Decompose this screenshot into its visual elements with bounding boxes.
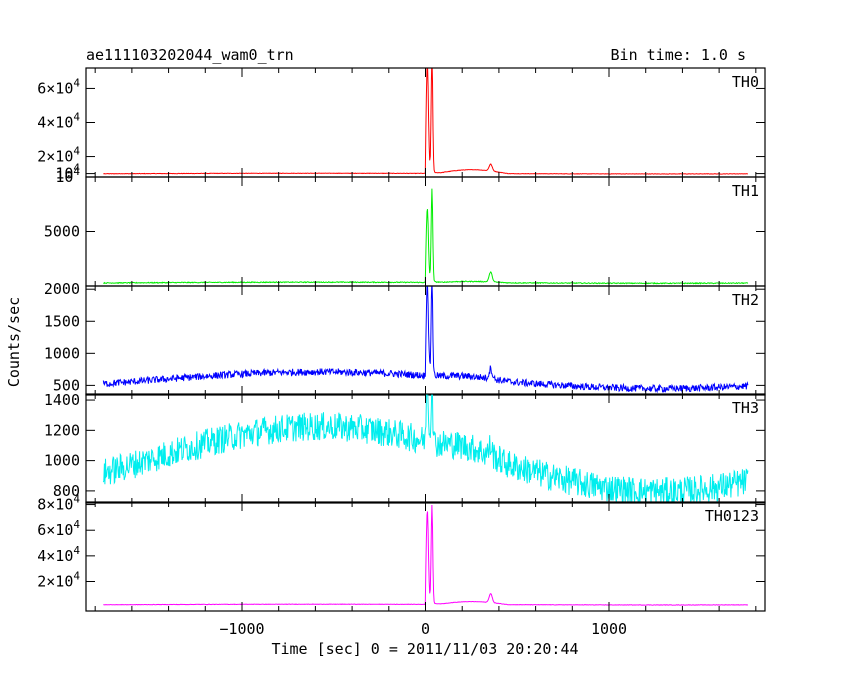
panel-th2: 500 1000 1500 2000 TH2 xyxy=(44,280,766,396)
series-line-th3 xyxy=(102,394,749,503)
y-tick-label: 4×104 xyxy=(37,544,80,565)
panel-label-th0123: TH0123 xyxy=(705,507,759,525)
x-tick-label: −1000 xyxy=(219,620,264,638)
y-tick-label: 1200 xyxy=(44,421,80,439)
y-tick-label: 2000 xyxy=(44,280,80,298)
panel-label-th0: TH0 xyxy=(732,73,759,91)
series-line-th0 xyxy=(103,68,748,175)
x-tick-label: 1000 xyxy=(591,620,627,638)
x-tick-label: 0 xyxy=(421,620,430,638)
y-tick-label: 4×104 xyxy=(37,111,80,132)
panel-th3: 800 1000 1200 1400 TH3 xyxy=(44,391,766,504)
y-tick-label: 1000 xyxy=(44,452,80,470)
panel-label-th2: TH2 xyxy=(732,291,759,309)
y-tick-label: 500 xyxy=(53,376,80,394)
y-tick-label: 1400 xyxy=(44,391,80,409)
y-tick-label: 6×104 xyxy=(37,76,80,97)
series-line-th2 xyxy=(102,286,749,394)
y-tick-label: 800 xyxy=(53,482,80,500)
panel-label-th3: TH3 xyxy=(732,399,759,417)
y-tick-label: 2×104 xyxy=(37,570,80,591)
series-line-th0123 xyxy=(103,504,748,606)
chart-title: ae111103202044_wam0_trn xyxy=(86,46,294,64)
panel-th0123: 2×104 4×104 6×104 8×104 TH0123 xyxy=(37,493,766,612)
y-axis-label: Counts/sec xyxy=(5,297,23,387)
y-tick-label: 104 xyxy=(55,162,80,183)
panel-th1: 5000 104 TH1 xyxy=(44,165,766,287)
y-tick-label: 1500 xyxy=(44,312,80,330)
series-line-th1 xyxy=(103,188,749,285)
y-tick-label: 8×104 xyxy=(37,493,80,514)
y-tick-label: 104 xyxy=(55,165,80,186)
y-tick-label: 2×104 xyxy=(37,145,80,166)
y-tick-label: 1000 xyxy=(44,344,80,362)
y-tick-label: 6×104 xyxy=(37,518,80,539)
panel-label-th1: TH1 xyxy=(732,182,759,200)
x-axis-label: Time [sec] 0 = 2011/11/03 20:20:44 xyxy=(271,640,578,658)
bin-time-label: Bin time: 1.0 s xyxy=(611,46,746,64)
y-tick-label: 5000 xyxy=(44,223,80,241)
